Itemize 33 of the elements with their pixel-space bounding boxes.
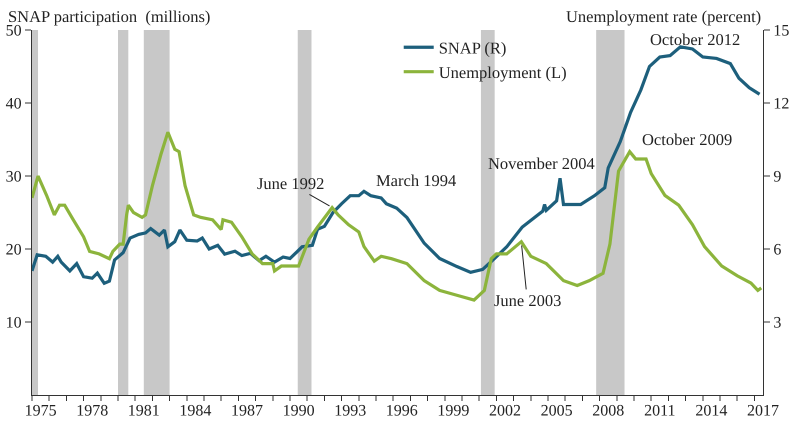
y-tick-label: 10 xyxy=(6,314,22,332)
x-tick-label: 1993 xyxy=(334,402,366,420)
y2-tick-label: 6 xyxy=(773,242,782,259)
annotation: November 2004 xyxy=(488,154,595,173)
legend-label: SNAP (R) xyxy=(438,38,506,58)
annotation: June 2003 xyxy=(494,291,562,310)
x-tick-label: 2011 xyxy=(644,402,676,420)
x-tick-label: 1975 xyxy=(24,402,57,420)
annotation: October 2009 xyxy=(642,130,732,149)
y2-tick-label: 9 xyxy=(773,168,782,186)
y2-tick-label: 3 xyxy=(773,314,782,332)
y2-tick-label: 12 xyxy=(773,96,790,113)
y2-tick-label: 15 xyxy=(773,22,790,40)
x-tick-label: 2014 xyxy=(695,402,728,420)
x-tick-label: 1984 xyxy=(179,402,212,420)
annotation: March 1994 xyxy=(376,171,456,190)
x-tick-label: 2002 xyxy=(489,402,521,420)
x-tick-label: 1987 xyxy=(231,402,263,420)
y-tick-label: 40 xyxy=(6,96,22,113)
x-tick-label: 1990 xyxy=(282,402,315,420)
x-tick-label: 1978 xyxy=(76,402,108,420)
x-tick-label: 2008 xyxy=(592,402,624,420)
y-tick-label: 30 xyxy=(6,168,22,186)
x-tick-label: 2005 xyxy=(540,402,573,420)
y-tick-label: 20 xyxy=(6,242,22,259)
x-tick-label: 1981 xyxy=(128,402,160,420)
x-tick-label: 1996 xyxy=(386,402,418,420)
annotation: October 2012 xyxy=(650,30,740,49)
x-tick-label: 2017 xyxy=(747,402,779,420)
x-tick-label: 1999 xyxy=(437,402,470,420)
legend-label: Unemployment (L) xyxy=(438,63,567,82)
y2-axis-title: Unemployment rate (percent) xyxy=(566,7,762,26)
annotation: June 1992 xyxy=(257,174,324,193)
